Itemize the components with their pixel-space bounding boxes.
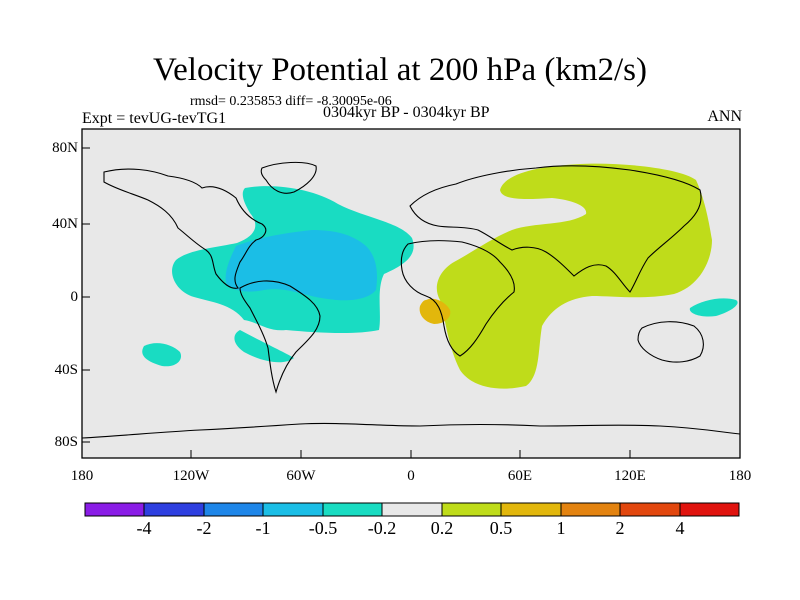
colorbar-label-9: 2 [615, 518, 625, 538]
coast-africa [400, 240, 515, 357]
colorbar-label-7: 0.5 [489, 518, 513, 538]
colorbar-label-8: 1 [556, 518, 566, 538]
plot-title: Velocity Potential at 200 hPa (km2/s) [152, 52, 648, 88]
lon-label-180w: 180 [70, 468, 94, 484]
colorbar-swatch-6 [381, 502, 443, 517]
colorbar-swatch-1 [84, 502, 145, 517]
contour-neg-weak-pacific-small [142, 343, 182, 367]
contour-neg-weak-south-pacific [234, 330, 294, 363]
experiment-label: Expt = tevUG-tevTG1 [82, 110, 227, 127]
colorbar-label-4: -0.5 [308, 518, 338, 538]
colorbar-label-3: -1 [255, 518, 271, 538]
axis-ticks [81, 147, 741, 458]
lon-label-60w: 60W [286, 468, 316, 484]
colorbar-label-10: 4 [675, 518, 685, 538]
colorbar-label-6: 0.2 [430, 518, 454, 538]
lat-label-80s: 80S [54, 434, 78, 450]
lat-label-0: 0 [70, 289, 79, 305]
coast-north-america [103, 168, 267, 289]
contour-neg-weak-west-pacific [689, 298, 738, 317]
coast-australia [637, 321, 704, 363]
colorbar-label-5: -0.2 [367, 518, 397, 538]
colorbar-swatch-3 [203, 502, 264, 517]
coastlines [82, 161, 740, 439]
lat-label-40s: 40S [54, 362, 78, 378]
colorbar-label-1: -4 [136, 518, 152, 538]
lat-label-40n: 40N [52, 216, 78, 232]
lon-label-60e: 60E [507, 468, 533, 484]
colorbar-swatch-9 [560, 502, 621, 517]
colorbar-swatch-10 [619, 502, 681, 517]
coast-eurasia [409, 165, 702, 293]
colorbar-swatch-5 [322, 502, 383, 517]
colorbar-swatch-4 [262, 502, 324, 517]
lat-label-80n: 80N [52, 140, 78, 156]
colorbar [84, 502, 740, 517]
coast-greenland [260, 161, 317, 194]
lon-label-120w: 120W [172, 468, 210, 484]
colorbar-swatch-8 [500, 502, 562, 517]
contour-neg-mid-caribbean [225, 230, 377, 301]
coast-antarctica [82, 422, 740, 439]
season-label: ANN [707, 108, 742, 125]
colorbar-swatch-2 [143, 502, 205, 517]
colorbar-swatch-7 [441, 502, 502, 517]
lon-label-0: 0 [407, 468, 415, 484]
colorbar-label-2: -2 [196, 518, 212, 538]
period-label: 0304kyr BP - 0304kyr BP [323, 104, 490, 121]
coast-south-america [239, 280, 321, 394]
stats-text: rmsd= 0.235853 diff= -8.30095e-06 [190, 94, 392, 109]
colorbar-swatch-11 [679, 502, 740, 517]
lon-label-180e: 180 [728, 468, 752, 484]
lon-label-120e: 120E [614, 468, 646, 484]
